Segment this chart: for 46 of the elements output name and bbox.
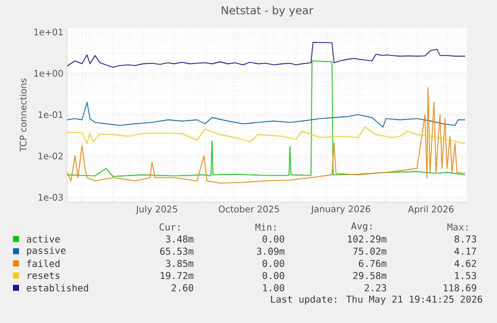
text: 2.23 [364, 284, 386, 292]
y-tick-label: 1e-03 [38, 194, 63, 201]
text: 102.29m [348, 235, 386, 243]
text: 4.17 [454, 248, 476, 255]
text: 3.48m [166, 235, 194, 243]
text: 8.73 [454, 235, 476, 243]
chart-title: Netstat - by year [222, 6, 314, 16]
legend-label: failed [27, 260, 60, 268]
x-tick-label: July 2025 [136, 206, 178, 214]
text: 0.00 [262, 272, 284, 280]
text: 1.53 [455, 272, 476, 280]
line-series [67, 126, 466, 144]
y-axis-title: TCP connections [20, 78, 26, 152]
legend-label: resets [28, 272, 60, 279]
text: Cur: [160, 223, 180, 231]
text: 2.60 [172, 284, 194, 292]
y-tick-label: 1e-01 [38, 111, 63, 118]
text: 19.72m [160, 272, 194, 280]
legend-label: established [26, 284, 88, 292]
text: 0.00 [262, 235, 284, 243]
text: Min: [255, 223, 276, 231]
y-tick-label: 1e+01 [34, 28, 63, 36]
text: Max: [447, 223, 468, 231]
x-tick-label: January 2026 [310, 206, 370, 214]
text: 65.53m [160, 248, 194, 255]
text: 3.09m [256, 248, 284, 255]
text: 4.62 [454, 260, 476, 267]
text: 29.58m [353, 272, 386, 280]
y-tick-label: 1e+00 [34, 70, 63, 77]
text: Avg: [351, 222, 372, 232]
text: 0.00 [262, 260, 284, 267]
line-series [67, 102, 466, 128]
text: 75.02m [353, 248, 386, 255]
line-series [67, 42, 466, 68]
text: Last update: Thu May 21 19:41:25 2026 [271, 295, 482, 305]
y-tick-label: 1e-02 [38, 152, 63, 160]
text: 3.85m [166, 260, 194, 267]
legend-label: active [26, 235, 60, 243]
x-tick-label: April 2026 [408, 206, 454, 214]
x-tick-label: October 2025 [218, 206, 279, 212]
text: 118.69 [444, 284, 476, 292]
line-series [67, 60, 466, 177]
legend-label: passive [27, 246, 66, 256]
text: 1.00 [263, 284, 284, 292]
line-series [67, 87, 466, 184]
text: 6.76m [358, 260, 386, 267]
